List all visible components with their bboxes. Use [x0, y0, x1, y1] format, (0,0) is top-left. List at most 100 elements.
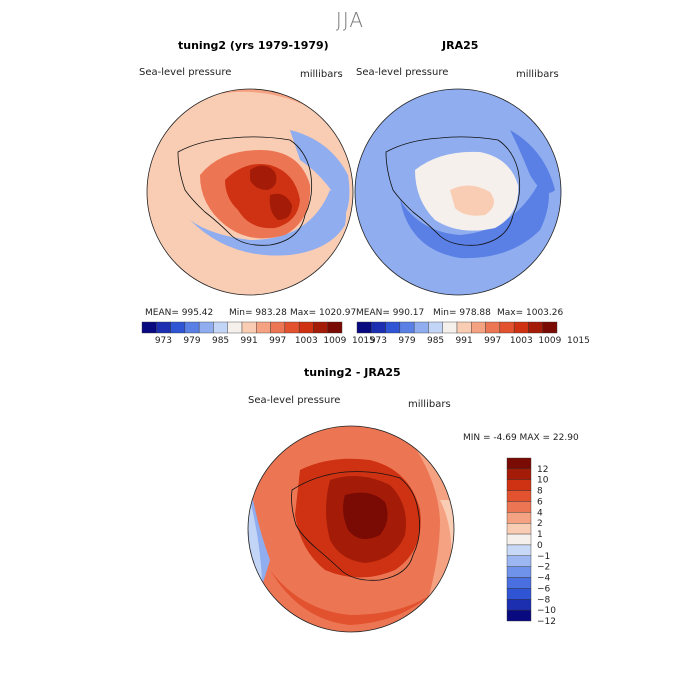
panel1-colorbar-swatch [141, 321, 157, 334]
panel3-colorbar-swatch [506, 555, 532, 567]
panel3-colorbar-swatch [506, 501, 532, 513]
panel3-colorbar-tick-label: 6 [537, 497, 543, 507]
panel3-colorbar-tick-label: −6 [537, 584, 551, 594]
panel3-colorbar-tick-label: 0 [537, 541, 543, 551]
panel3-colorbar-swatch [506, 468, 532, 480]
panel1-map [147, 89, 353, 295]
panel1-colorbar-swatch [198, 321, 214, 334]
panel1-colorbar-tick-label: 1009 [323, 336, 346, 346]
panel3-title: tuning2 - JRA25 [304, 366, 401, 379]
panel1-colorbar-swatch [284, 321, 300, 334]
panel2-colorbar-swatch [513, 321, 529, 334]
panel3-colorbar-tick-label: −2 [537, 563, 550, 573]
panel1-max: Max= 1020.97 [290, 308, 357, 318]
panel1-colorbar-tick-label: 973 [155, 336, 172, 346]
panel3-colorbar-swatch [506, 512, 532, 524]
panel1-mean: MEAN= 995.42 [145, 308, 214, 318]
panel1-units-label: millibars [300, 69, 343, 80]
panel2-colorbar-tick-label: 985 [427, 336, 444, 346]
panel1-colorbar-tick-label: 1003 [295, 336, 318, 346]
panel3-colorbar-tick-label: −4 [537, 574, 551, 584]
panel2-colorbar-tick-label: 1009 [538, 336, 561, 346]
panel2-map-border [354, 88, 562, 296]
panel2-colorbar-swatch [542, 321, 558, 334]
panel3-colorbar-tick-label: 4 [537, 508, 543, 518]
panel3-colorbar-tick-label: 12 [537, 465, 548, 475]
panel2-min: Min= 978.88 [433, 308, 491, 318]
panel3-colorbar-tick-label: 10 [537, 476, 549, 486]
panel1-variable-label: Sea-level pressure [139, 67, 232, 78]
panel2-colorbar-tick-label: 979 [398, 336, 415, 346]
panel2-colorbar-tick-label: 1003 [510, 336, 533, 346]
panel2-mean: MEAN= 990.17 [356, 308, 425, 318]
panel2-colorbar: 973 979 985 991 997 1003 1009 1015 [356, 321, 590, 346]
panel3-colorbar-swatch [506, 479, 532, 491]
panel1-colorbar-tick-label: 997 [269, 336, 286, 346]
panel3-colorbar-tick-label: −12 [537, 617, 556, 627]
panel1-colorbar-swatch [298, 321, 314, 334]
panel3-map [248, 426, 454, 632]
panel3-colorbar-swatch [506, 523, 532, 535]
panel3-colorbar-tick-label: 2 [537, 519, 543, 529]
panel3-colorbar-swatch [506, 566, 532, 578]
panel3-colorbar-swatch [506, 599, 532, 611]
season-title: JJA [335, 8, 365, 32]
panel3-colorbar-tick-label: 8 [537, 487, 543, 497]
panel1-colorbar-swatch [156, 321, 171, 334]
panel2-max: Max= 1003.26 [497, 308, 564, 318]
panel1-colorbar-swatch [184, 321, 200, 334]
panel2-colorbar-tick-label: 991 [456, 336, 473, 346]
panel2-variable-label: Sea-level pressure [356, 67, 449, 78]
panel2-colorbar-swatch [456, 321, 472, 334]
panel3-colorbar-swatch [506, 533, 532, 546]
panel2-colorbar-swatch [471, 321, 486, 334]
panel2-colorbar-swatch [399, 321, 415, 334]
panel1-colorbar-swatch [170, 321, 186, 334]
panel1-colorbar-tick-label: 985 [212, 336, 229, 346]
panel1-colorbar: 973 979 985 991 997 1003 1009 1015 [141, 321, 375, 346]
panel3-colorbar-swatch [506, 457, 532, 470]
panel1-colorbar-swatch [227, 321, 243, 334]
panel1-colorbar-swatch [313, 321, 328, 334]
panel2-colorbar-swatch [442, 321, 458, 334]
panel2-colorbar-tick-label: 1015 [567, 336, 590, 346]
panel3-colorbar-swatch [506, 609, 532, 622]
panel2-colorbar-swatch [356, 321, 372, 334]
panel3-colorbar-swatch [506, 544, 532, 557]
panel2-colorbar-swatch [499, 321, 515, 334]
panel3-colorbar-swatch [506, 490, 532, 502]
panel2-units-label: millibars [516, 69, 559, 80]
panel1-map-border [146, 88, 354, 296]
panel1-colorbar-swatch [270, 321, 286, 334]
panel1-title: tuning2 (yrs 1979-1979) [178, 39, 329, 52]
panel1-colorbar-tick-label: 979 [183, 336, 200, 346]
panel2-colorbar-swatch [371, 321, 386, 334]
panel2-colorbar-tick-label: 973 [370, 336, 387, 346]
panel2-colorbar-swatch [485, 321, 501, 334]
panel3-colorbar-tick-label: −10 [537, 606, 556, 616]
panel3-units-label: millibars [408, 399, 451, 410]
panel2-map [355, 89, 561, 295]
panel3-colorbar-swatch [506, 588, 532, 600]
panel3-colorbar-tick-label: −8 [537, 595, 551, 605]
panel3-colorbar-swatch [506, 577, 532, 589]
panel2-colorbar-tick-label: 997 [484, 336, 501, 346]
panel1-colorbar-tick-label: 991 [241, 336, 258, 346]
panel1-colorbar-swatch [327, 321, 343, 334]
panel2-colorbar-swatch [528, 321, 543, 334]
panel1-colorbar-swatch [256, 321, 271, 334]
panel2-colorbar-swatch [385, 321, 401, 334]
panel3-variable-label: Sea-level pressure [248, 395, 341, 406]
panel2-colorbar-swatch [428, 321, 443, 334]
panel1-colorbar-swatch [241, 321, 257, 334]
panel3-minmax: MIN = -4.69 MAX = 22.90 [463, 433, 579, 443]
panel1-min: Min= 983.28 [229, 308, 287, 318]
panel1-colorbar-swatch [213, 321, 228, 334]
panel3-colorbar-tick-label: 1 [537, 530, 543, 540]
panel2-colorbar-swatch [413, 321, 429, 334]
panel3-colorbar-tick-label: −1 [537, 552, 550, 562]
panel3-map-border [247, 425, 455, 633]
panel1-colorbar-tick-label: 1015 [352, 336, 375, 346]
